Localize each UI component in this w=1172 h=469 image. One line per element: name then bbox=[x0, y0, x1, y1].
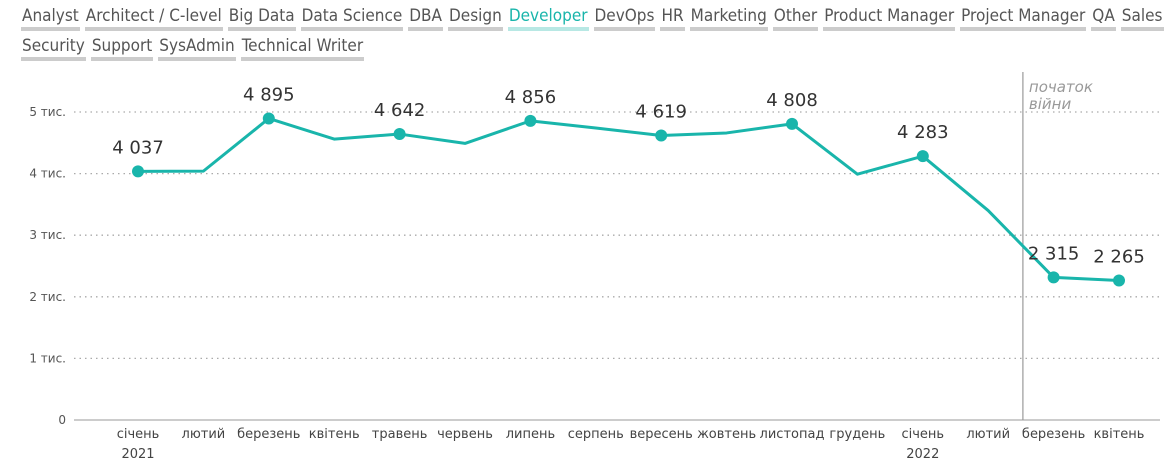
data-label: 4 856 bbox=[505, 87, 557, 108]
x-tick-label: квітень bbox=[309, 427, 360, 442]
data-point bbox=[132, 165, 144, 178]
tab-other[interactable]: Other bbox=[772, 6, 819, 31]
data-label: 4 808 bbox=[766, 90, 818, 111]
series-line bbox=[137, 116, 1120, 282]
data-point bbox=[524, 114, 537, 127]
tab-support[interactable]: Support bbox=[90, 36, 154, 61]
data-label: 2 265 bbox=[1093, 246, 1145, 267]
data-label: 4 037 bbox=[112, 137, 164, 158]
tab-dba[interactable]: DBA bbox=[408, 6, 444, 31]
y-tick-label: 2 тис. bbox=[29, 290, 66, 304]
x-tick-label: жовтень bbox=[697, 427, 756, 442]
data-point bbox=[393, 128, 406, 141]
tab-hr[interactable]: HR bbox=[660, 6, 685, 31]
tab-analyst[interactable]: Analyst bbox=[21, 6, 80, 31]
x-tick-label: вересень bbox=[630, 427, 693, 442]
data-point bbox=[1047, 271, 1060, 284]
x-tick-label: листопад bbox=[760, 427, 825, 442]
tab-sales[interactable]: Sales bbox=[1120, 6, 1164, 31]
tab-project-manager[interactable]: Project Manager bbox=[960, 6, 1087, 31]
y-tick-label: 0 bbox=[58, 413, 66, 427]
tab-architect-c-level[interactable]: Architect / C-level bbox=[84, 6, 223, 31]
war-start-label: війни bbox=[1029, 95, 1072, 113]
y-tick-label: 4 тис. bbox=[29, 167, 66, 181]
tab-devops[interactable]: DevOps bbox=[593, 6, 656, 31]
x-tick-label: січень bbox=[901, 427, 944, 442]
x-tick-label: травень bbox=[372, 427, 428, 442]
tab-data-science[interactable]: Data Science bbox=[300, 6, 404, 31]
tab-security[interactable]: Security bbox=[21, 36, 86, 61]
tab-big-data[interactable]: Big Data bbox=[227, 6, 296, 31]
x-tick-label: березень bbox=[1022, 427, 1085, 442]
x-tick-label: липень bbox=[506, 427, 555, 442]
data-point bbox=[655, 129, 668, 142]
tab-technical-writer[interactable]: Technical Writer bbox=[240, 36, 365, 61]
tab-design[interactable]: Design bbox=[448, 6, 503, 31]
data-label: 4 895 bbox=[243, 84, 295, 105]
data-label: 4 642 bbox=[374, 100, 426, 121]
tab-product-manager[interactable]: Product Manager bbox=[823, 6, 956, 31]
x-tick-label: грудень bbox=[829, 427, 885, 442]
y-tick-label: 1 тис. bbox=[29, 351, 66, 365]
x-tick-label: березень bbox=[237, 427, 300, 442]
data-label: 2 315 bbox=[1028, 243, 1080, 264]
x-tick-label: лютий bbox=[182, 427, 226, 442]
data-label: 4 619 bbox=[635, 101, 687, 122]
x-tick-label: червень bbox=[437, 427, 493, 442]
y-tick-label: 5 тис. bbox=[29, 105, 66, 119]
data-point bbox=[262, 112, 275, 125]
tab-marketing[interactable]: Marketing bbox=[689, 6, 768, 31]
data-point bbox=[916, 150, 929, 163]
data-point bbox=[1113, 274, 1125, 287]
specialization-tabs: Analyst Architect / C-level Big Data Data S… bbox=[21, 1, 1171, 61]
war-start-label: початок bbox=[1029, 78, 1093, 96]
data-label: 4 283 bbox=[897, 122, 949, 143]
x-tick-label: лютий bbox=[966, 427, 1010, 442]
tab-developer[interactable]: Developer bbox=[507, 6, 589, 31]
x-tick-label: січень bbox=[117, 427, 160, 442]
tab-qa[interactable]: QA bbox=[1091, 6, 1116, 31]
x-tick-year: 2021 bbox=[121, 447, 154, 462]
y-tick-label: 3 тис. bbox=[29, 228, 66, 242]
x-tick-label: квітень bbox=[1094, 427, 1145, 442]
data-point bbox=[786, 117, 798, 130]
x-tick-year: 2022 bbox=[906, 447, 939, 462]
x-tick-label: серпень bbox=[568, 427, 624, 442]
tab-sysadmin[interactable]: SysAdmin bbox=[158, 36, 236, 61]
